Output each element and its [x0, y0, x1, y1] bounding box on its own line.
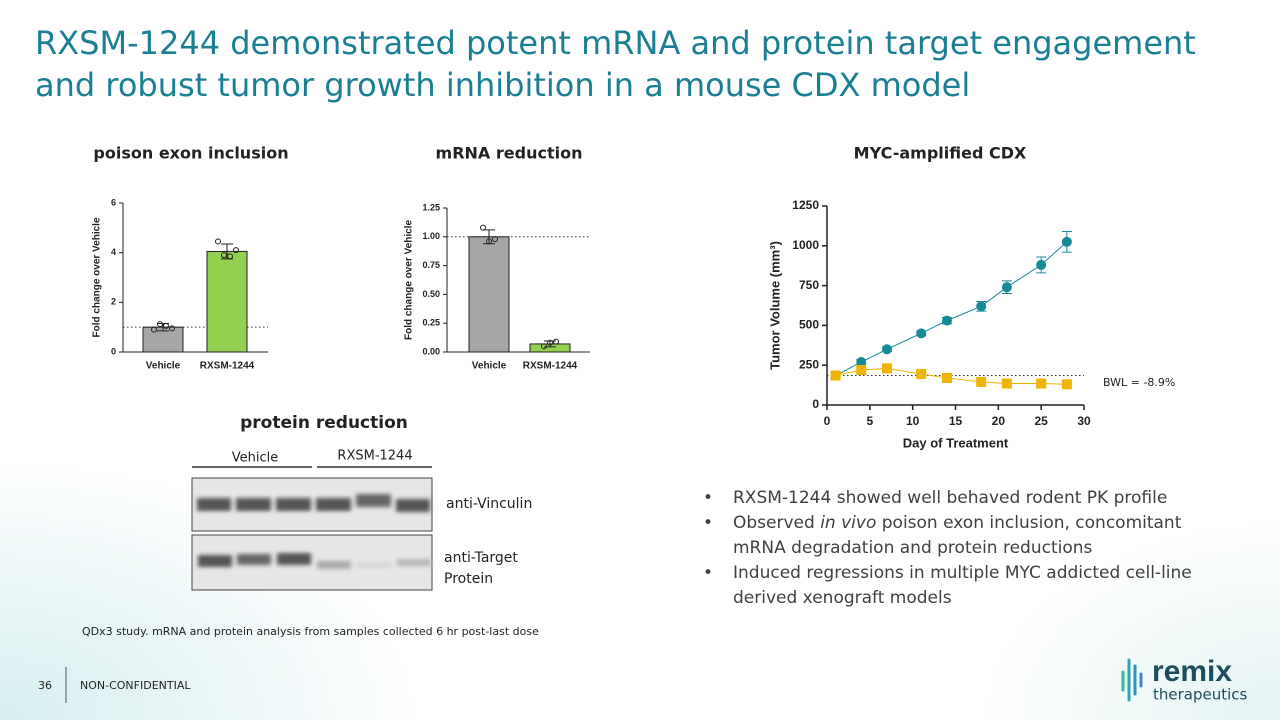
x-tick-label: 25 [1034, 414, 1048, 428]
data-point [976, 301, 987, 312]
series-line [835, 241, 1068, 376]
data-point [163, 322, 169, 329]
data-point [830, 370, 841, 381]
data-point [1061, 379, 1072, 390]
data-point [221, 252, 227, 259]
x-tick-label: RXSM-1244 [200, 361, 255, 372]
blot-image [191, 477, 433, 591]
data-point [1061, 236, 1072, 247]
page-number: 36 [38, 679, 52, 692]
blot-row-label: anti-Vinculin [446, 496, 532, 512]
y-tick-label: 1.25 [422, 202, 440, 212]
y-tick-label: 250 [799, 357, 819, 371]
y-tick-label: 0.75 [422, 260, 440, 270]
data-point [916, 328, 927, 339]
data-point [941, 315, 952, 326]
y-tick-label: 4 [111, 247, 116, 257]
data-point [541, 343, 547, 350]
blot-row-label: anti-Target Protein [444, 550, 518, 587]
group-label: RXSM-1244 [337, 449, 412, 464]
y-tick-label: 0 [812, 397, 819, 411]
slide-title: RXSM-1244 demonstrated potent mRNA and p… [35, 24, 1196, 104]
data-point [856, 357, 867, 368]
data-point [157, 321, 163, 328]
blot-row-label-box: anti-Target Protein [444, 550, 518, 587]
x-tick-label: 15 [949, 414, 963, 428]
x-tick-label: Vehicle [472, 361, 507, 372]
bar [206, 250, 248, 353]
data-point [233, 247, 239, 254]
bullet-list: RXSM-1244 showed well behaved rodent PK … [703, 486, 1223, 611]
x-axis-label: Day of Treatment [903, 435, 1009, 450]
y-tick-label: 1.00 [422, 231, 440, 241]
data-point [151, 326, 157, 333]
y-axis-label: Tumor Volume (mm³) [767, 241, 782, 370]
y-tick-label: 0 [111, 346, 116, 356]
bullet-text: RXSM-1244 showed well behaved rodent PK … [733, 488, 1168, 508]
bullet-text: Induced regressions in multiple MYC addi… [733, 563, 1192, 608]
group-label: Vehicle [232, 451, 279, 466]
data-point [941, 372, 952, 383]
logo-tagline: therapeutics [1153, 686, 1248, 704]
data-point [856, 364, 867, 375]
data-point [916, 368, 927, 379]
y-axis-label: Fold change over Vehicle [92, 217, 103, 337]
x-tick-label: Vehicle [146, 361, 181, 372]
x-tick-label: 0 [824, 414, 831, 428]
y-axis-label: Fold change over Vehicle [404, 220, 415, 340]
data-point [1036, 259, 1047, 270]
data-point [1001, 282, 1012, 293]
y-tick-label: 500 [799, 318, 819, 332]
y-tick-label: 6 [111, 197, 116, 207]
bullet: Observed in vivo poison exon inclusion, … [703, 511, 1223, 561]
data-point [1036, 378, 1047, 389]
data-point [881, 344, 892, 355]
x-tick-label: RXSM-1244 [523, 361, 578, 372]
y-tick-label: 0.25 [422, 318, 440, 328]
data-point [169, 325, 175, 332]
y-tick-label: 2 [111, 297, 116, 307]
data-point [553, 338, 559, 345]
data-point [480, 224, 486, 231]
y-tick-label: 1250 [792, 198, 819, 212]
chart-title: MYC-amplified CDX [854, 144, 1027, 163]
footnote: QDx3 study. mRNA and protein analysis fr… [82, 625, 539, 638]
bullet-text: in vivo [820, 513, 877, 533]
data-point [492, 236, 498, 243]
x-tick-label: 5 [866, 414, 873, 428]
bullet-text: poison exon inclusion, concomitant mRNA … [733, 513, 1182, 558]
data-point [227, 253, 233, 260]
x-tick-label: 20 [992, 414, 1006, 428]
logo-name: remix [1152, 655, 1232, 688]
data-point [976, 376, 987, 387]
chart-title: poison exon inclusion [93, 144, 288, 163]
x-tick-label: 30 [1077, 414, 1091, 428]
chart-title: mRNA reduction [436, 144, 583, 163]
y-tick-label: 1000 [792, 238, 819, 252]
bullet: RXSM-1244 showed well behaved rodent PK … [703, 486, 1223, 511]
data-point [547, 339, 553, 346]
annotation: BWL = -8.9% [1103, 376, 1175, 389]
blot-title: protein reduction [240, 413, 408, 433]
x-tick-label: 10 [906, 414, 920, 428]
bullet: Induced regressions in multiple MYC addi… [703, 561, 1223, 611]
confidentiality: NON-CONFIDENTIAL [80, 679, 191, 692]
logo-icon [1121, 658, 1143, 702]
data-point [1001, 378, 1012, 389]
data-point [881, 363, 892, 374]
y-tick-label: 0.00 [422, 346, 440, 356]
y-tick-label: 0.50 [422, 289, 440, 299]
bullet-text: Observed [733, 513, 821, 533]
bar [468, 236, 510, 353]
data-point [486, 238, 492, 245]
data-point [215, 238, 221, 245]
y-tick-label: 750 [799, 278, 819, 292]
